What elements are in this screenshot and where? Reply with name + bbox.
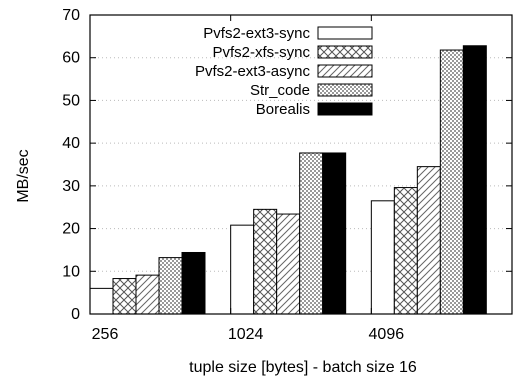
bar <box>253 208 278 315</box>
y-tick-label: 50 <box>62 92 80 109</box>
legend: Pvfs2-ext3-sync Pvfs2-xfs-sync Pvfs2-ext3-… <box>195 25 373 118</box>
bar <box>181 251 206 315</box>
bar <box>299 152 324 315</box>
legend-swatch <box>317 83 373 97</box>
legend-swatch <box>317 102 373 116</box>
bar <box>276 213 301 315</box>
x-tick-label: 1024 <box>228 326 264 343</box>
bars <box>89 45 487 315</box>
legend-label: Pvfs2-ext3-async <box>195 63 311 80</box>
bar <box>89 287 114 315</box>
y-axis-ticks: 0 10 20 30 40 50 60 70 <box>62 7 512 323</box>
y-tick-label: 30 <box>62 178 80 195</box>
bar <box>112 278 137 315</box>
y-tick-label: 40 <box>62 135 80 152</box>
bar <box>230 224 255 315</box>
plot-frame <box>89 14 513 315</box>
legend-label: Pvfs2-ext3-sync <box>203 25 310 42</box>
y-tick-label: 0 <box>71 306 80 323</box>
legend-swatch <box>317 64 373 78</box>
x-axis-ticks: 256 1024 4096 <box>92 15 405 343</box>
bar <box>416 166 441 315</box>
legend-swatch <box>317 45 373 59</box>
bar <box>439 49 464 315</box>
bar <box>393 187 418 315</box>
x-tick-label: 256 <box>92 326 119 343</box>
y-tick-label: 20 <box>62 221 80 238</box>
y-axis-label: MB/sec <box>15 149 32 202</box>
legend-swatch <box>317 26 373 40</box>
bar <box>462 45 487 315</box>
bar <box>158 257 183 315</box>
legend-label: Pvfs2-xfs-sync <box>212 44 310 61</box>
bar <box>370 200 395 315</box>
y-tick-label: 60 <box>62 50 80 67</box>
y-tick-label: 10 <box>62 263 80 280</box>
x-tick-label: 4096 <box>369 326 405 343</box>
bar <box>322 152 347 315</box>
bar <box>135 274 160 315</box>
plot-border <box>89 14 513 315</box>
legend-label: Borealis <box>256 101 310 118</box>
x-axis-label: tuple size [bytes] - batch size 16 <box>189 359 417 376</box>
y-tick-label: 70 <box>62 7 80 24</box>
legend-label: Str_code <box>250 82 310 99</box>
